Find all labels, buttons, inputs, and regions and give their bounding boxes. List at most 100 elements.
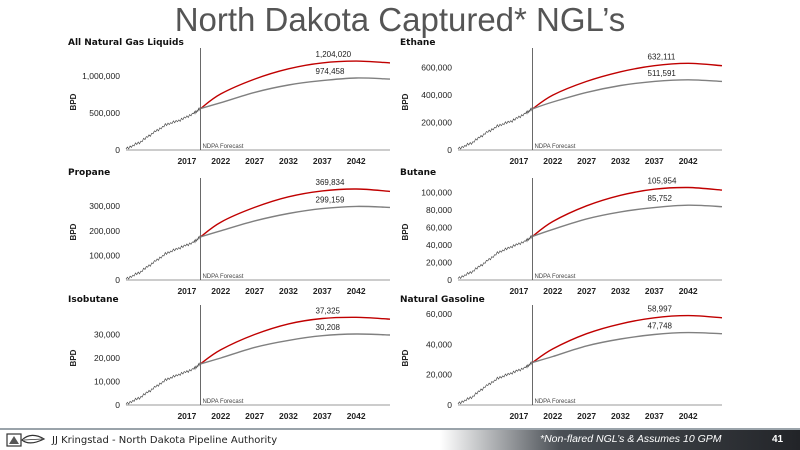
y-axis-label: BPD	[69, 93, 78, 110]
y-tick-label: 0	[447, 400, 452, 410]
data-label: 369,834	[316, 178, 345, 187]
y-tick-label: 10,000	[94, 377, 120, 387]
y-tick-label: 0	[447, 145, 452, 155]
data-label: 47,748	[648, 322, 673, 331]
x-tick-label: 2032	[611, 411, 630, 421]
forecast-label: NDPA Forecast	[534, 399, 575, 405]
data-label: 105,954	[648, 177, 677, 186]
y-tick-label: 80,000	[426, 205, 452, 215]
x-tick-label: 2042	[347, 286, 366, 296]
footer-author: JJ Kringstad - North Dakota Pipeline Aut…	[52, 435, 278, 446]
x-tick-label: 2037	[645, 286, 664, 296]
y-tick-label: 600,000	[421, 63, 452, 73]
forecast-low-line	[200, 333, 391, 365]
forecast-low-line	[200, 205, 391, 238]
x-tick-label: 2037	[313, 411, 332, 421]
chart-title: Propane	[68, 168, 111, 178]
y-axis-label: BPD	[401, 349, 410, 366]
x-tick-label: 2017	[509, 411, 528, 421]
x-tick-label: 2027	[577, 156, 596, 166]
chart-svg: 0 20,000 40,000 60,000 BPD 2017 2022 2027 2032 20…	[401, 305, 723, 421]
y-tick-label: 200,000	[421, 118, 452, 128]
chart-panel-natural-gasoline: Natural Gasoline 0 20,000 40,000 60,000 BPD 2…	[400, 295, 730, 427]
x-tick-label: 2017	[509, 156, 528, 166]
data-label: 30,208	[316, 323, 341, 332]
x-tick-label: 2032	[611, 156, 630, 166]
history-line	[457, 234, 533, 280]
chart-svg: 0 200,000 400,000 600,000 BPD 2017 2022 2027 203…	[401, 48, 723, 166]
x-tick-label: 2032	[279, 286, 298, 296]
forecast-high-line	[200, 316, 391, 365]
x-tick-label: 2042	[679, 156, 698, 166]
x-tick-label: 2027	[245, 156, 264, 166]
x-tick-label: 2027	[245, 286, 264, 296]
chart-svg: 0 20,000 40,000 60,000 80,000 100,000 BPD 2017 2…	[401, 177, 723, 296]
data-label: 299,159	[316, 195, 345, 204]
forecast-low-line	[200, 77, 391, 110]
y-tick-label: 1,000,000	[82, 71, 120, 81]
x-tick-label: 2037	[645, 411, 664, 421]
y-tick-label: 500,000	[89, 108, 120, 118]
forecast-low-line	[532, 204, 723, 238]
history-line	[457, 107, 533, 150]
chart-title: Ethane	[400, 38, 436, 48]
footer-note: *Non-flared NGL’s & Assumes 10 GPM	[540, 433, 722, 445]
y-tick-label: 30,000	[94, 330, 120, 340]
x-tick-label: 2027	[577, 286, 596, 296]
forecast-high-line	[532, 62, 723, 110]
y-tick-label: 60,000	[426, 223, 452, 233]
page-number: 41	[772, 434, 784, 445]
y-tick-label: 0	[115, 275, 120, 285]
history-line	[125, 107, 201, 150]
forecast-label: NDPA Forecast	[534, 274, 575, 280]
chart-panel-propane: Propane 0 100,000 200,000 300,000 BPD 2017 202…	[68, 168, 398, 302]
forecast-label: NDPA Forecast	[202, 144, 243, 150]
x-tick-label: 2042	[679, 411, 698, 421]
y-tick-label: 40,000	[426, 240, 452, 250]
x-tick-label: 2022	[211, 156, 230, 166]
x-tick-label: 2042	[347, 411, 366, 421]
y-tick-label: 300,000	[89, 201, 120, 211]
chart-title: Isobutane	[68, 295, 119, 305]
data-label: 974,458	[316, 67, 345, 76]
y-tick-label: 0	[447, 275, 452, 285]
forecast-low-line	[532, 331, 723, 364]
forecast-high-line	[200, 188, 391, 238]
x-tick-label: 2017	[177, 286, 196, 296]
x-tick-label: 2022	[543, 286, 562, 296]
forecast-high-line	[532, 314, 723, 364]
data-label: 37,325	[316, 306, 341, 315]
forecast-low-line	[532, 79, 723, 110]
chart-title: Butane	[400, 168, 437, 178]
x-tick-label: 2027	[245, 411, 264, 421]
x-tick-label: 2017	[177, 411, 196, 421]
x-tick-label: 2037	[645, 156, 664, 166]
chart-title: All Natural Gas Liquids	[68, 38, 184, 48]
x-tick-label: 2042	[679, 286, 698, 296]
x-tick-label: 2017	[177, 156, 196, 166]
footer-band	[0, 430, 800, 450]
forecast-label: NDPA Forecast	[534, 144, 575, 150]
forecast-label: NDPA Forecast	[202, 274, 243, 280]
y-tick-label: 0	[115, 400, 120, 410]
y-tick-label: 200,000	[89, 226, 120, 236]
y-tick-label: 100,000	[89, 250, 120, 260]
history-line	[457, 361, 533, 405]
x-tick-label: 2032	[279, 411, 298, 421]
data-label: 511,591	[648, 69, 677, 78]
x-tick-label: 2027	[577, 411, 596, 421]
history-line	[125, 235, 201, 280]
y-axis-label: BPD	[401, 223, 410, 240]
y-tick-label: 60,000	[426, 309, 452, 319]
chart-panel-butane: Butane 0 20,000 40,000 60,000 80,000 100,000 B…	[400, 168, 730, 302]
data-label: 1,204,020	[316, 50, 352, 59]
y-tick-label: 20,000	[94, 353, 120, 363]
chart-title: Natural Gasoline	[400, 295, 485, 305]
chart-svg: 0 100,000 200,000 300,000 BPD 2017 2022 2027 203…	[69, 178, 391, 296]
data-label: 58,997	[648, 305, 673, 314]
chart-panel-ethane: Ethane 0 200,000 400,000 600,000 BPD 2017 2022…	[400, 38, 730, 172]
forecast-high-line	[200, 60, 391, 110]
x-tick-label: 2037	[313, 156, 332, 166]
y-tick-label: 100,000	[421, 188, 452, 198]
x-tick-label: 2032	[279, 156, 298, 166]
